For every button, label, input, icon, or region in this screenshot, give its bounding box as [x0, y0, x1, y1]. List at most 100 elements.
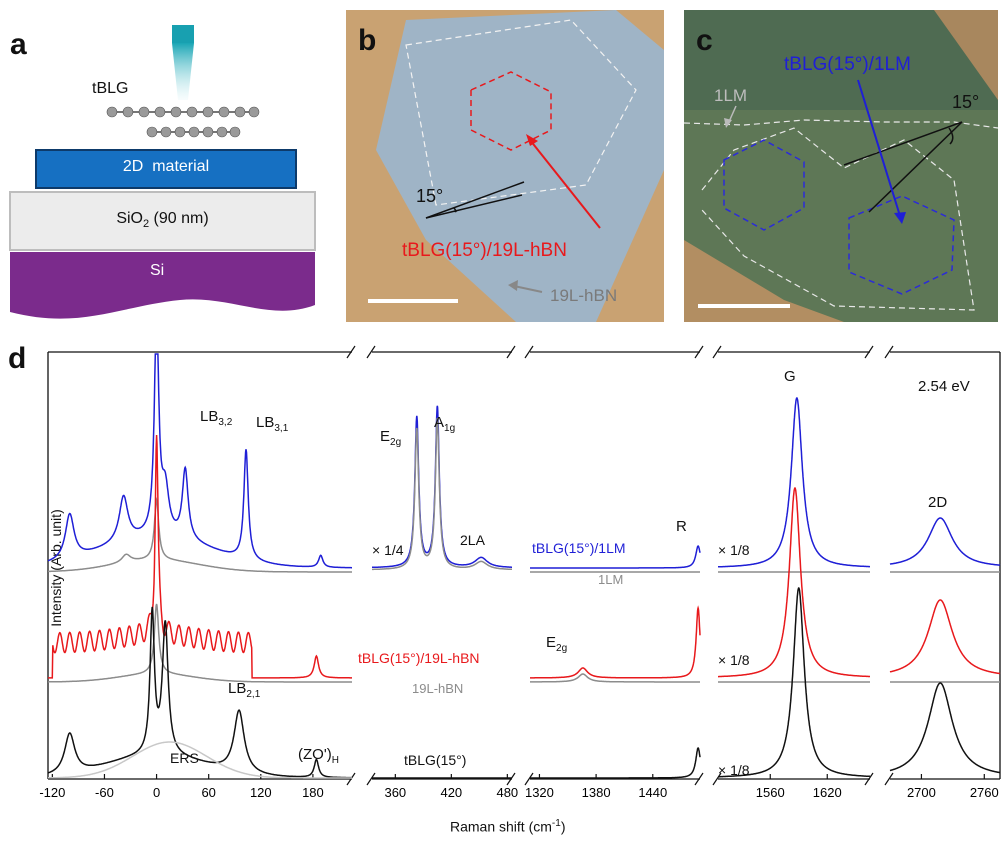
hexagon-outline-2	[848, 195, 955, 295]
tblg-label: tBLG	[92, 80, 129, 97]
axis-break	[712, 345, 722, 359]
curve-tblg-r	[530, 746, 701, 779]
hbn-flake	[376, 10, 664, 322]
sio2-label: SiO2 (90 nm)	[10, 210, 315, 230]
peak-a1g: A1g	[434, 414, 456, 434]
scale-bar-c	[698, 304, 790, 308]
peak-zo: (ZO')H	[298, 746, 339, 766]
x-tick-label: 2760	[970, 785, 999, 800]
peak-lb21: LB2,1	[228, 680, 261, 700]
axis-break	[694, 345, 704, 359]
axis-break	[366, 772, 376, 786]
x-tick-label: 180	[302, 785, 324, 800]
curve-layer	[47, 353, 1001, 779]
scale-eighth-3: × 1/8	[718, 762, 750, 778]
peak-2la: 2LA	[460, 532, 485, 548]
2d-material-label: 2D material	[122, 158, 210, 175]
axis-break	[712, 772, 722, 786]
si-label: Si	[150, 262, 165, 279]
x-tick-label: 360	[384, 785, 406, 800]
peak-2d: 2D	[928, 494, 948, 511]
si-substrate	[10, 252, 315, 319]
x-tick-label: 2700	[907, 785, 936, 800]
substrate-label-b: 19L-hBN	[550, 286, 618, 305]
x-tick-label: 480	[496, 785, 518, 800]
axis-break	[506, 772, 516, 786]
curve-tblg-1lm-2d	[889, 517, 1001, 566]
background-substrate	[934, 10, 998, 100]
axis-break	[864, 772, 874, 786]
x-tick-label: 420	[440, 785, 462, 800]
x-tick-label: -60	[95, 785, 114, 800]
curve-tblg-1lm-r	[530, 544, 701, 569]
axis-break	[506, 345, 516, 359]
axis-break	[366, 345, 376, 359]
2d-material-layer	[35, 149, 297, 189]
axis-break	[524, 772, 534, 786]
curve-tblg-1lm-lf	[47, 353, 352, 569]
sio2-label-rest: (90 nm)	[149, 210, 209, 227]
axis-break	[524, 345, 534, 359]
x-axis-label-sup: -1	[551, 818, 561, 829]
peak-e2g: E2g	[380, 428, 402, 448]
peak-e2g-hbn: E2g	[546, 634, 568, 654]
raman-spectra-plot: -120 -60 0 60 120 180 360 420 480 1320 1380 1440 156…	[39, 345, 1001, 800]
peak-lb32: LB3,2	[200, 408, 233, 428]
fit-ers	[48, 741, 352, 779]
substrate-lower	[684, 240, 844, 322]
sio2-label-base: SiO	[116, 210, 143, 227]
laser-energy: 2.54 eV	[918, 378, 970, 395]
x-axis-label: Raman shift (cm-1)	[450, 818, 566, 835]
x-tick-label: 1620	[813, 785, 842, 800]
graphene-outline	[701, 127, 975, 311]
graphene-atoms-bottom	[146, 126, 241, 138]
peak-lb31: LB3,1	[256, 414, 289, 434]
panel-label-b: b	[358, 24, 377, 57]
curve-tblg-hbn-lf	[48, 434, 352, 679]
hexagon-outline-1	[723, 139, 805, 231]
micrograph-c	[684, 10, 998, 322]
laser-beam	[172, 43, 194, 100]
curve-tblg-g	[718, 587, 871, 778]
schematic-diagram	[9, 25, 316, 319]
panel-a: a tBLG 2D material SiO2 (90 nm)	[0, 0, 330, 330]
pointer-arrow-red	[529, 139, 601, 229]
angle-label-c: 15°	[952, 92, 980, 112]
curve-tblg-hbn-2d	[889, 599, 1001, 675]
axis-break	[346, 345, 356, 359]
panel-label-d: d	[8, 342, 27, 375]
angle-label-b: 15°	[416, 186, 444, 206]
scale-eighth-2: × 1/8	[718, 652, 750, 668]
sio2-layer	[9, 191, 316, 251]
axis-break	[884, 772, 894, 786]
sample-label-b: tBLG(15°)/19L-hBN	[402, 240, 567, 261]
curve-tblg-hbn-g	[718, 487, 870, 678]
x-axis-label-end: )	[560, 818, 566, 835]
graphene-atoms-top	[106, 106, 260, 118]
axis-break	[864, 345, 874, 359]
panel-label-a: a	[10, 28, 27, 61]
hexagon-outline	[470, 71, 552, 151]
x-tick-label: 60	[201, 785, 215, 800]
curve-tblg-2d	[889, 682, 1001, 774]
curve-1lm-mos2	[372, 417, 512, 571]
x-tick-label: 1440	[638, 785, 667, 800]
pointer-arrow-blue	[857, 79, 901, 217]
axis-break	[346, 772, 356, 786]
series-label-tblg-1lm: tBLG(15°)/1LM	[532, 540, 626, 556]
sample-label-c: tBLG(15°)/1LM	[784, 54, 911, 75]
series-label-tblg: tBLG(15°)	[404, 752, 467, 768]
sio2-label-sub: 2	[142, 218, 150, 231]
series-label-tblg-hbn: tBLG(15°)/19L-hBN	[358, 650, 480, 666]
curve-tblg-hbn-r	[530, 605, 701, 679]
series-label-hbn: 19L-hBN	[412, 681, 464, 696]
curve-hbn-r	[530, 673, 700, 683]
laser-head	[172, 25, 194, 43]
axis-break	[884, 345, 894, 359]
curve-tblg-1lm-g	[718, 397, 870, 568]
axis-break	[694, 772, 704, 786]
x-tick-label: 1320	[525, 785, 554, 800]
1lm-outline	[684, 119, 998, 129]
x-tick-label: -120	[39, 785, 65, 800]
micrograph-b	[368, 10, 664, 322]
